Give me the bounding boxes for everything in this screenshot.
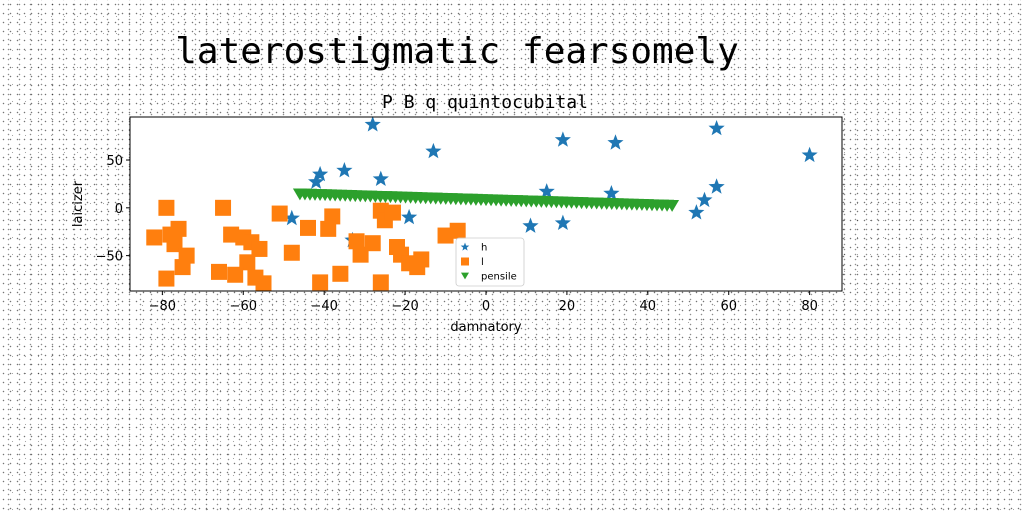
data-point-h xyxy=(801,146,818,163)
data-point-h xyxy=(364,116,381,132)
data-point-h xyxy=(688,204,705,220)
data-point-l xyxy=(215,199,232,216)
data-point-l xyxy=(300,219,316,236)
data-point-h xyxy=(308,173,325,189)
data-point-h xyxy=(554,131,571,147)
legend-marker-pensile xyxy=(461,272,469,280)
data-point-l xyxy=(251,240,268,257)
x-tick-label: 80 xyxy=(801,299,818,314)
x-tick-label: −20 xyxy=(391,299,418,314)
data-point-h xyxy=(708,120,725,136)
data-point-l xyxy=(158,270,175,287)
axes: −80 −60 −40 −20 0 20 40 60 80 −50 0 50 xyxy=(96,154,818,314)
data-point-l xyxy=(283,244,300,261)
data-point-l xyxy=(146,229,163,246)
legend-box xyxy=(455,237,525,287)
data-point-h xyxy=(283,209,300,226)
legend-label-pensile: pensile xyxy=(481,272,517,283)
data-point-h xyxy=(603,185,620,201)
y-tick-label: 0 xyxy=(115,202,123,217)
data-point-l xyxy=(437,227,454,244)
data-point-h xyxy=(607,134,624,150)
x-tick-label: 40 xyxy=(640,299,657,314)
y-tick-label: 50 xyxy=(106,154,123,169)
data-point-l xyxy=(352,246,369,263)
data-point-l xyxy=(384,204,401,221)
x-tick-label: −60 xyxy=(230,299,257,314)
data-point-l xyxy=(239,254,256,271)
data-point-l xyxy=(166,236,183,253)
data-point-h xyxy=(708,178,725,194)
data-point-h xyxy=(696,191,713,208)
x-tick-label: 60 xyxy=(720,299,737,314)
legend-marker-l xyxy=(461,257,469,266)
data-point-h xyxy=(554,214,571,230)
y-axis-label: laicizer xyxy=(71,180,86,227)
data-point-h xyxy=(425,142,442,159)
data-point-h xyxy=(522,217,539,233)
data-point-h xyxy=(401,208,418,225)
data-point-pensile xyxy=(665,199,680,212)
chart-title: laterostigmatic fearsomely xyxy=(175,31,739,72)
data-point-l xyxy=(320,220,337,237)
data-point-l xyxy=(170,220,187,237)
legend-marker-h xyxy=(460,242,470,251)
data-point-l xyxy=(158,199,175,216)
x-axis-label: damnatory xyxy=(450,320,521,335)
data-point-l xyxy=(174,259,191,276)
data-point-l xyxy=(271,205,288,222)
legend-label-l: l xyxy=(481,257,484,268)
data-point-l xyxy=(449,222,466,239)
data-point-l xyxy=(348,233,365,250)
x-tick-label: 0 xyxy=(482,299,490,314)
data-point-h xyxy=(372,170,389,186)
data-point-h xyxy=(538,183,555,199)
data-point-l xyxy=(227,266,244,283)
data-point-l xyxy=(372,274,389,291)
legend-label-h: h xyxy=(481,243,487,254)
y-tick-label: −50 xyxy=(96,250,123,265)
data-marks xyxy=(146,116,818,292)
data-point-h xyxy=(312,165,329,182)
data-point-l xyxy=(324,208,341,225)
data-point-l xyxy=(223,226,240,243)
chart-subtitle: P B q quintocubital xyxy=(382,92,588,113)
data-point-l xyxy=(332,265,349,282)
x-tick-label: −40 xyxy=(310,299,337,314)
data-point-l xyxy=(364,235,381,252)
x-tick-label: 20 xyxy=(559,299,576,314)
data-point-h xyxy=(336,162,353,178)
data-point-l xyxy=(211,263,227,280)
data-point-l xyxy=(255,275,272,292)
legend: hl pensile xyxy=(455,237,525,287)
data-point-l xyxy=(312,274,329,291)
data-point-l xyxy=(413,251,430,268)
x-tick-label: −80 xyxy=(149,299,176,314)
